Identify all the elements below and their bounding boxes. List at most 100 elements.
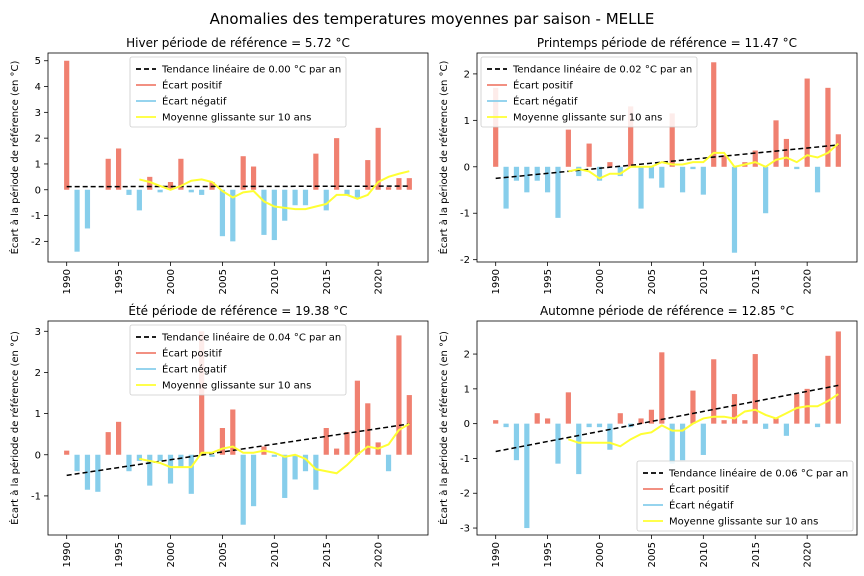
trend-line (495, 144, 839, 180)
x-tick-label: 2015 (751, 542, 762, 567)
bar-negative (763, 423, 769, 429)
y-tick-label: 4 (35, 82, 41, 93)
bar-negative (95, 454, 101, 492)
x-tick-label: 2005 (647, 542, 658, 567)
bar-positive (334, 448, 340, 455)
bar-positive (742, 420, 748, 424)
x-tick-label: 2010 (699, 269, 710, 294)
bar-negative (74, 454, 80, 472)
subplot-title: Hiver période de référence = 5.72 °C (126, 36, 350, 50)
y-tick-label: -2 (31, 237, 41, 248)
legend-label: Moyenne glissante sur 10 ans (513, 113, 662, 124)
bar-positive (565, 392, 571, 424)
x-tick-label: 1995 (543, 269, 554, 294)
bar-negative (157, 454, 163, 461)
bar-positive (648, 409, 655, 424)
bar-negative (271, 189, 277, 241)
bar-negative (136, 454, 142, 461)
bar-positive (690, 390, 696, 424)
bar-negative (679, 423, 686, 461)
x-tick-label: 1995 (543, 542, 554, 567)
bar-negative (513, 166, 520, 181)
x-tick-label: 2020 (374, 269, 385, 294)
moving-average-line (568, 142, 839, 180)
bar-positive (825, 355, 831, 424)
bar-negative (302, 454, 309, 472)
bar-positive (835, 134, 841, 167)
bar-negative (178, 454, 184, 468)
legend-label: Tendance linéaire de 0.02 °C par an (512, 64, 692, 76)
bar-negative (282, 189, 288, 221)
bar-negative (524, 166, 530, 193)
legend-label: Moyenne glissante sur 10 ans (162, 113, 311, 124)
bar-positive (365, 160, 371, 190)
bar-negative (524, 423, 530, 529)
bar-negative (794, 166, 800, 170)
bar-negative (503, 423, 509, 428)
bar-negative (147, 454, 153, 486)
bar-negative (783, 423, 789, 436)
bar-positive (586, 143, 592, 167)
bar-positive (147, 176, 153, 190)
bar-positive (835, 331, 841, 424)
subplot-1: Hiver période de référence = 5.72 °C Écar… (8, 36, 429, 294)
x-tick-label: 2010 (270, 542, 281, 567)
bar-positive (731, 394, 738, 424)
bar-positive (344, 432, 350, 455)
bar-positive (752, 150, 758, 167)
legend-label: Écart négatif (162, 95, 227, 108)
bar-negative (513, 423, 520, 461)
x-tick-label: 1990 (62, 542, 73, 567)
bar-positive (116, 148, 122, 190)
legend-label: Écart négatif (669, 499, 734, 512)
legend-label: Tendance linéaire de 0.06 °C par an (668, 468, 848, 480)
bar-negative (596, 166, 603, 181)
bar-positive (711, 62, 717, 167)
bar-negative (669, 423, 675, 464)
legend-label: Tendance linéaire de 0.00 °C par an (161, 64, 341, 76)
subplot-4: Automne période de référence = 12.85 °C É… (437, 304, 858, 567)
bar-positive (230, 409, 236, 455)
bar-positive (178, 158, 184, 190)
bar-positive (721, 155, 727, 167)
x-tick-label: 2020 (803, 269, 814, 294)
legend-label: Tendance linéaire de 0.04 °C par an (161, 332, 341, 344)
bar-negative (282, 454, 288, 498)
y-tick-label: 5 (35, 56, 41, 67)
bar-negative (136, 189, 142, 211)
x-tick-label: 2000 (166, 269, 177, 294)
legend-label: Moyenne glissante sur 10 ans (162, 381, 311, 392)
subplot-title: Printemps période de référence = 11.47 °… (537, 36, 797, 50)
bar-negative (503, 166, 509, 209)
bar-negative (814, 166, 821, 193)
bar-negative (250, 454, 257, 507)
x-tick-label: 2020 (803, 542, 814, 567)
bar-negative (576, 166, 582, 177)
bar-negative (240, 454, 246, 525)
bar-negative (126, 454, 132, 472)
bar-negative (596, 423, 603, 428)
bar-positive (250, 166, 257, 190)
bar-positive (323, 428, 329, 455)
legend-box (480, 56, 698, 128)
y-tick-label: 1 (464, 384, 470, 395)
legend-label: Écart négatif (162, 363, 227, 376)
bar-negative (555, 166, 561, 218)
x-tick-label: 1990 (491, 269, 502, 294)
moving-average-line (568, 393, 839, 448)
bar-negative (261, 189, 267, 235)
bar-positive (313, 153, 319, 190)
bar-negative (199, 189, 205, 195)
bar-positive (64, 450, 70, 455)
bar-negative (638, 166, 644, 209)
legend: Tendance linéaire de 0.00 °C par an Écart… (129, 56, 347, 128)
bar-negative (219, 189, 226, 237)
bar-positive (783, 138, 789, 167)
bar-negative (679, 166, 686, 193)
bar-negative (545, 166, 551, 193)
y-tick-label: -2 (460, 489, 470, 500)
x-tick-label: 2000 (595, 542, 606, 567)
bar-negative (586, 423, 592, 428)
bar-negative (354, 189, 360, 198)
